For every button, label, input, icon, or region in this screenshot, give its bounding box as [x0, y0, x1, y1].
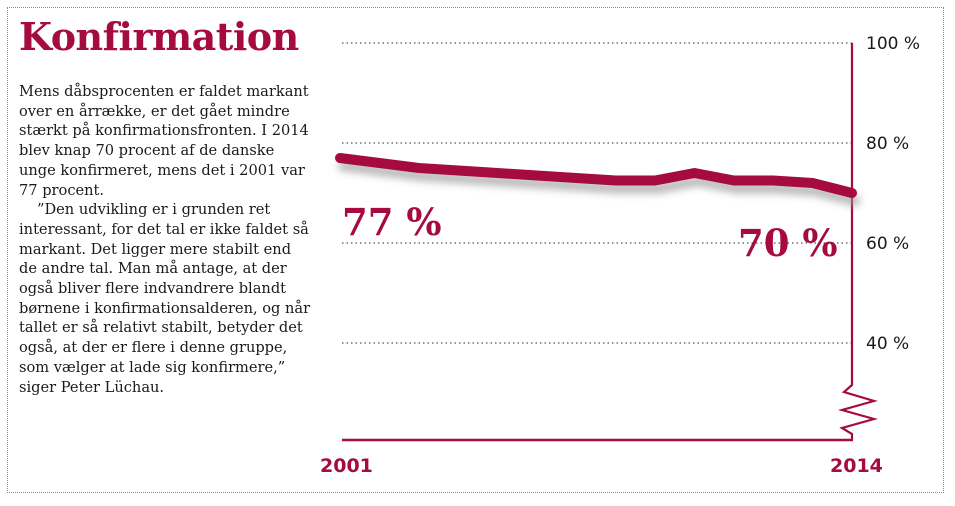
- x-tick-label: 2014: [830, 455, 883, 477]
- series-shadow: [338, 161, 860, 206]
- annotation-start-value: 77 %: [342, 200, 442, 244]
- series-line: [335, 153, 857, 198]
- y-tick-label: 40 %: [866, 334, 909, 354]
- annotation-end-value: 70 %: [738, 221, 838, 265]
- axis-break-line: [837, 43, 879, 440]
- tick-labels: 100 % 80 % 60 % 40 % 77 % 70 % 2001 2014: [320, 34, 920, 477]
- y-tick-label: 80 %: [866, 134, 909, 154]
- y-axis: [342, 43, 879, 442]
- figure-frame: [7, 7, 944, 493]
- page-title: Konfirmation: [19, 14, 299, 59]
- paragraph-1: Mens dåbsprocenten er faldet markant ove…: [19, 83, 309, 199]
- paragraph-2: ”Den udvikling er i grunden ret interess…: [19, 201, 311, 396]
- y-tick-label: 100 %: [866, 34, 920, 54]
- x-tick-label: 2001: [320, 455, 373, 477]
- series: [335, 153, 860, 206]
- y-tick-label: 60 %: [866, 234, 909, 254]
- article-text: Mens dåbsprocenten er faldet markant ove…: [19, 82, 311, 397]
